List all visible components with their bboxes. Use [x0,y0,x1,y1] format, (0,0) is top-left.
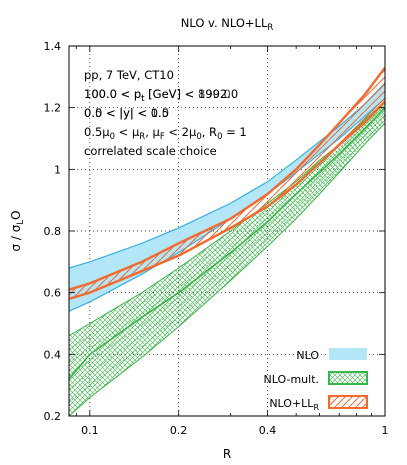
annotation-line: pp, 7 TeV, CT10 [84,68,174,82]
x-axis-label: R [223,447,231,461]
annotation-line: 100.0 < pt [GeV] < 1992.0 [84,87,238,104]
series-nlo-ll-lower [69,100,385,300]
y-tick-label: 0.2 [44,410,62,423]
annotation-overprint: 100.0 < pt [GeV] < 890.0 [84,87,231,104]
annotation-overprint: 0.5 < |y| < 1.0 [84,106,169,120]
annotation-line: 0.0 < |y| < 0.5 [84,106,169,120]
legend-swatch [328,395,368,409]
legend-swatch [329,348,367,360]
y-tick-label: 0.8 [44,225,62,238]
annotations: pp, 7 TeV, CT10 100.0 < pt [GeV] < 1992.0… [84,68,247,158]
chart-title: NLO v. NLO+LLR [181,16,274,33]
series-nlo-band [69,83,385,312]
bands [69,66,385,416]
y-axis-label: σ / σLO [9,210,26,251]
annotation-line: correlated scale choice [84,144,217,158]
legend-label: NLO+LLR [269,397,319,412]
series-nlo-mult-center [69,107,385,380]
y-tick-label: 0.6 [44,287,62,300]
y-tick-label: 0.4 [44,348,62,361]
legend-label: NLO [296,349,319,362]
y-tick-label: 1.4 [44,40,62,53]
legend: NLO NLO-mult. NLO+LLR [264,348,368,412]
tick-labels: 0.1 0.2 0.4 1 0.2 0.4 0.6 0.8 1 1.2 1.4 [44,40,389,437]
series-nlo-mult-lower [69,122,385,416]
series-nlo-ll-upper [69,66,385,291]
y-tick-label: 1 [54,163,61,176]
series-nlo-mult-curve [69,104,385,350]
series-nlo-mult-curve [69,119,385,403]
x-tick-label: 1 [382,424,389,437]
x-tick-label: 0.1 [81,424,99,437]
legend-swatch [328,371,368,385]
annotation-line: 0.5μ0 < μR, μF < 2μ0, R0 = 1 [84,125,247,142]
y-tick-label: 1.2 [44,102,62,115]
x-tick-label: 0.4 [259,424,277,437]
legend-label: NLO-mult. [264,373,319,386]
x-tick-label: 0.2 [170,424,188,437]
ticks [69,45,386,417]
series-nlo-mult-curve [69,112,385,377]
series-nlo-mult-curve [69,115,385,390]
